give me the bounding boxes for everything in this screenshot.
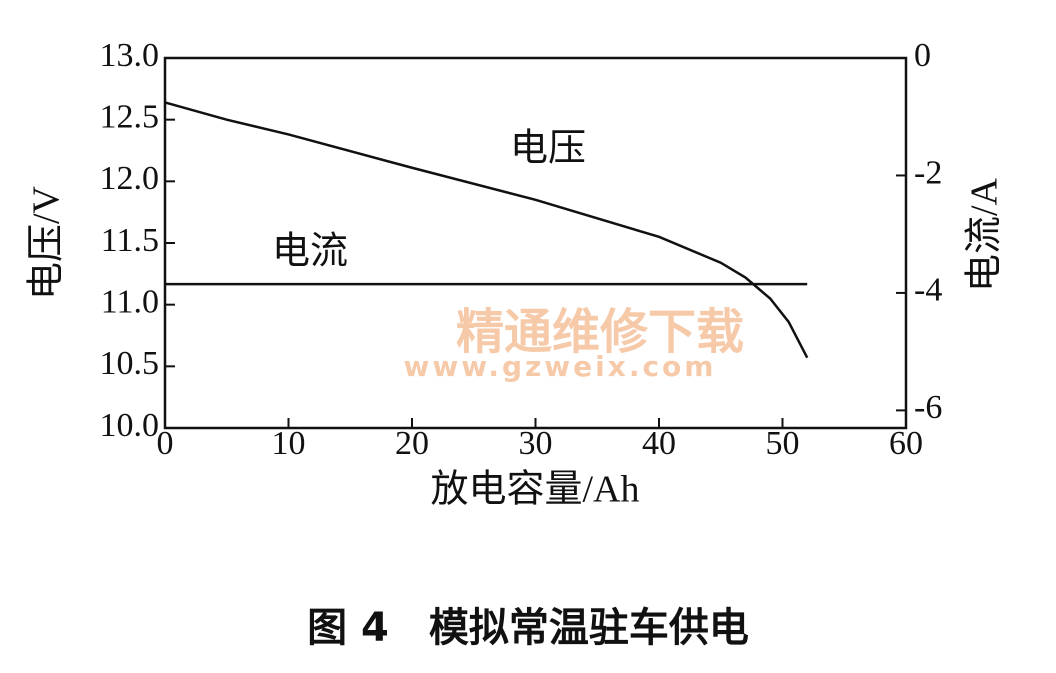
watermark-url: www.gzweix.com xyxy=(404,350,717,383)
y2-tick-label: 0 xyxy=(914,37,931,74)
annotation: 电压 xyxy=(510,128,586,170)
annotation: 电流 xyxy=(272,231,348,273)
y-tick-label: 10.5 xyxy=(100,345,160,382)
x-tick-label: 10 xyxy=(272,425,306,462)
caption: 图 4 模拟常温驻车供电 xyxy=(307,605,749,651)
data-line xyxy=(164,101,809,359)
y-axis-label: 电压/V xyxy=(26,185,68,300)
x-tick-label: 30 xyxy=(519,425,553,462)
y2-tick-label: -4 xyxy=(914,272,942,309)
x-tick-label: 20 xyxy=(395,425,429,462)
watermark: 精通维修下载 xyxy=(456,304,744,360)
x-axis-label: 放电容量/Ah xyxy=(430,469,639,511)
x-tick-label: 40 xyxy=(642,425,676,462)
x-tick-label: 60 xyxy=(889,425,923,462)
y2-tick-label: -6 xyxy=(914,389,942,426)
y2-axis-label: 电流/A xyxy=(964,177,1006,292)
y-tick-label: 12.0 xyxy=(100,160,160,197)
y-tick-label: 11.0 xyxy=(101,283,159,320)
y-tick-label: 12.5 xyxy=(100,98,160,135)
x-tick-label: 0 xyxy=(157,425,174,462)
y-tick-label: 11.5 xyxy=(101,222,159,259)
x-tick-label: 50 xyxy=(766,425,800,462)
y2-tick-label: -2 xyxy=(914,154,942,191)
y-tick-label: 13.0 xyxy=(100,37,160,74)
y-tick-label: 10.0 xyxy=(100,407,160,444)
